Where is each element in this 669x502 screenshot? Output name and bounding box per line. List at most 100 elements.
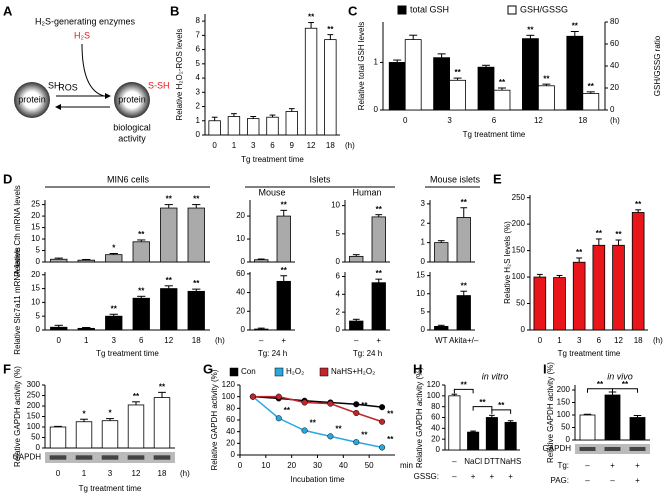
y-axis-label: Relative GAPDH activity (%) bbox=[13, 366, 22, 467]
row-value: – bbox=[452, 472, 457, 481]
y-tick-label: 80 bbox=[226, 403, 235, 412]
y-tick-label: 50 bbox=[31, 433, 40, 442]
bar bbox=[553, 277, 566, 331]
y-tick-label: 150 bbox=[512, 246, 526, 255]
y-tick-label: 0 bbox=[521, 325, 526, 334]
y-tick-label: 60 bbox=[226, 415, 235, 424]
y-tick-label: 25 bbox=[31, 200, 40, 209]
bar bbox=[349, 255, 364, 263]
x-tick-label: 20 bbox=[287, 461, 296, 470]
bar bbox=[604, 394, 621, 441]
significance: ** bbox=[454, 68, 461, 77]
x-tick-label: – bbox=[354, 336, 359, 345]
panel-label: H bbox=[413, 361, 422, 376]
y-tick-label: 0 bbox=[421, 257, 426, 266]
panel-title: Mouse islets bbox=[430, 174, 481, 184]
bar bbox=[456, 295, 471, 331]
bar bbox=[612, 244, 625, 331]
y-tick-label: 40 bbox=[431, 423, 440, 432]
bar bbox=[247, 118, 260, 136]
blot-band bbox=[604, 447, 621, 451]
bar bbox=[153, 397, 171, 449]
significance: ** bbox=[166, 195, 173, 204]
bracket bbox=[491, 409, 512, 414]
row-value: NaCl bbox=[464, 457, 482, 466]
y-tick-label: 1 bbox=[374, 58, 379, 67]
bar bbox=[456, 217, 471, 263]
y-tick-label: 100 bbox=[512, 272, 526, 281]
bar bbox=[132, 297, 150, 331]
y-tick-label: 50 bbox=[516, 299, 525, 308]
y2-axis-label: GSH/GSSG ratio bbox=[653, 35, 662, 96]
significance: ** bbox=[376, 269, 383, 278]
row-label: Tg: bbox=[557, 461, 569, 470]
y-tick-label: 150 bbox=[27, 412, 41, 421]
y-tick-label: 250 bbox=[512, 193, 526, 202]
x-tick-label: 6 bbox=[597, 336, 602, 345]
significance: ** bbox=[281, 266, 288, 275]
blot-band bbox=[75, 455, 93, 460]
y-tick-label: 3 bbox=[196, 87, 201, 96]
row-value: – bbox=[585, 476, 590, 485]
y-tick-label: 0 bbox=[241, 257, 246, 266]
x-unit: (h) bbox=[215, 336, 225, 345]
x-tick-label: 12 bbox=[534, 116, 543, 125]
significance: ** bbox=[572, 22, 579, 31]
y-tick-label: 100 bbox=[557, 410, 571, 419]
y-tick-label: 100 bbox=[427, 391, 441, 400]
y-tick-label: 10 bbox=[416, 289, 425, 298]
y-tick-label: 15 bbox=[31, 284, 40, 293]
y-axis-label: Relative Slc7a11 mRNA levels bbox=[13, 247, 22, 354]
blot-label: GAPDH bbox=[543, 444, 572, 453]
y-tick-label: 8 bbox=[196, 16, 201, 25]
bar bbox=[371, 282, 386, 331]
y-tick-label: 40 bbox=[236, 288, 245, 297]
significance: ** bbox=[159, 382, 166, 391]
panel-label: D bbox=[3, 171, 12, 186]
significance: ** bbox=[596, 229, 603, 238]
y-tick-label: 100 bbox=[27, 422, 41, 431]
series-line bbox=[252, 396, 383, 449]
bar bbox=[592, 244, 606, 331]
bar bbox=[493, 89, 511, 111]
row-value: NaHS bbox=[500, 457, 521, 466]
significance: ** bbox=[111, 304, 118, 313]
significance: * bbox=[82, 409, 86, 418]
row-value: – bbox=[585, 461, 590, 470]
significance: ** bbox=[335, 425, 342, 434]
significance: ** bbox=[327, 25, 334, 34]
x-tick-label: 3 bbox=[447, 116, 452, 125]
x-tick-label: + bbox=[376, 336, 381, 345]
x-axis-label: Tg treatment time bbox=[463, 130, 526, 139]
row-value: – bbox=[610, 476, 615, 485]
y-tick-label: 20 bbox=[31, 270, 40, 279]
row-value: DTT bbox=[484, 457, 500, 466]
legend-swatch bbox=[507, 5, 517, 15]
y-tick-label: 200 bbox=[512, 219, 526, 228]
bar bbox=[75, 421, 93, 449]
significance: ** bbox=[308, 13, 315, 22]
y-tick-label: 100 bbox=[222, 392, 236, 401]
significance: ** bbox=[138, 286, 145, 295]
point bbox=[379, 404, 386, 411]
y-tick-label: 200 bbox=[27, 401, 41, 410]
significance: ** bbox=[281, 200, 288, 209]
y-tick-label: 60 bbox=[431, 413, 440, 422]
significance: ** bbox=[622, 380, 629, 389]
bar bbox=[467, 431, 480, 451]
x-tick-label: 0 bbox=[57, 336, 62, 345]
significance: ** bbox=[576, 248, 583, 257]
y-tick-label: 10 bbox=[236, 234, 245, 243]
series-line bbox=[252, 395, 383, 408]
ros-label: ROS bbox=[58, 82, 78, 92]
bar bbox=[127, 404, 145, 449]
significance: ** bbox=[498, 401, 505, 410]
x-tick-label: 10 bbox=[261, 461, 270, 470]
x-tick-label: 18 bbox=[158, 469, 167, 478]
y-tick-label: 250 bbox=[27, 391, 41, 400]
y-tick-label: 0 bbox=[374, 105, 379, 114]
point bbox=[301, 399, 308, 406]
bar bbox=[285, 111, 298, 136]
y-tick-label: 5 bbox=[196, 59, 201, 68]
x-tick-label: 12 bbox=[307, 141, 316, 150]
